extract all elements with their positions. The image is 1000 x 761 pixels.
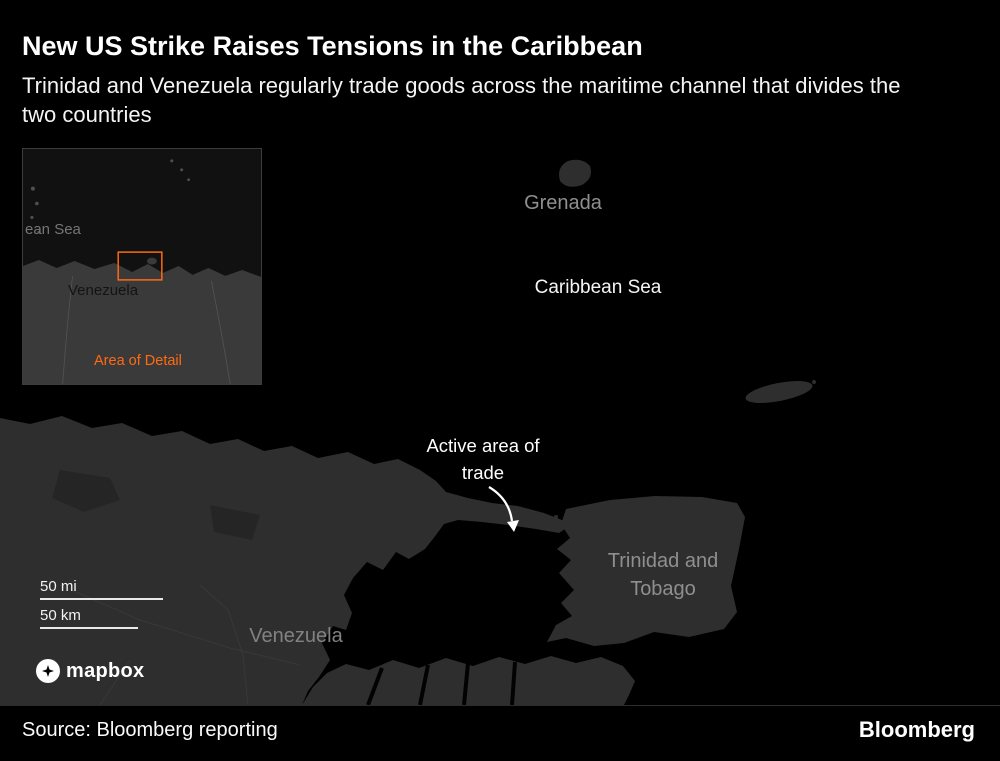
inset-country-border <box>62 275 73 384</box>
caribbean-sea-label: Caribbean Sea <box>534 277 662 298</box>
trinidad-island <box>547 496 745 646</box>
river-channel <box>510 661 517 706</box>
scale-kilometers-bar <box>40 627 138 629</box>
river-channel <box>366 667 384 706</box>
mapbox-attribution: mapbox <box>36 659 144 683</box>
grenada-island <box>559 159 591 187</box>
terrain-patch <box>210 505 260 540</box>
trade-arrow-icon <box>488 486 519 532</box>
mapbox-wordmark: mapbox <box>66 659 145 682</box>
terrain-patch <box>52 470 120 512</box>
bloomberg-logo: Bloomberg <box>858 717 975 742</box>
inset-antilles-island <box>35 201 39 206</box>
scale-miles-label: 50 mi <box>40 578 77 595</box>
inset-area-of-detail-label: Area of Detail <box>94 353 182 369</box>
river-channel <box>418 664 430 706</box>
map-scale: 50 mi 50 km <box>40 579 163 629</box>
area-of-detail-box <box>117 251 163 281</box>
inset-map: ean Sea Venezuela Area of Detail <box>22 148 262 385</box>
header: New US Strike Raises Tensions in the Car… <box>22 30 970 129</box>
delta-landmass <box>302 656 635 705</box>
venezuela-label: Venezuela <box>249 625 343 647</box>
road-line <box>199 584 249 706</box>
scale-kilometers-label: 50 km <box>40 607 81 624</box>
inset-map-art <box>23 149 261 384</box>
scale-miles-bar <box>40 598 163 600</box>
tobago-island <box>745 381 813 403</box>
page-subtitle: Trinidad and Venezuela regularly trade g… <box>22 73 901 127</box>
page-title: New US Strike Raises Tensions in the Car… <box>22 31 643 61</box>
footer-divider <box>0 705 1000 706</box>
river-channel <box>462 662 470 706</box>
active-area-label: Active area of trade <box>426 435 540 483</box>
inset-antilles-island <box>30 215 34 220</box>
source-text: Source: Bloomberg reporting <box>22 719 278 741</box>
road-line <box>59 584 301 666</box>
inset-country-border <box>211 280 231 384</box>
grenada-label: Grenada <box>524 192 602 214</box>
mapbox-logo-icon <box>36 659 60 683</box>
inset-venezuela-landmass <box>23 260 261 384</box>
inset-antilles-island <box>187 178 190 182</box>
bocas-islet <box>547 520 551 524</box>
inset-antilles-island <box>37 230 41 234</box>
tobago-islet <box>812 380 816 384</box>
venezuela-landmass <box>0 416 568 705</box>
bocas-islet <box>554 515 558 519</box>
inset-venezuela-label: Venezuela <box>68 282 139 299</box>
inset-antilles-island <box>170 159 174 163</box>
road-line <box>99 659 131 706</box>
trinidad-tobago-label: Trinidad and Tobago <box>607 550 719 600</box>
inset-antilles-island <box>180 168 184 172</box>
inset-antilles-island <box>30 186 35 191</box>
inset-trinidad-island <box>146 257 157 265</box>
inset-sea-label: ean Sea <box>25 221 81 238</box>
